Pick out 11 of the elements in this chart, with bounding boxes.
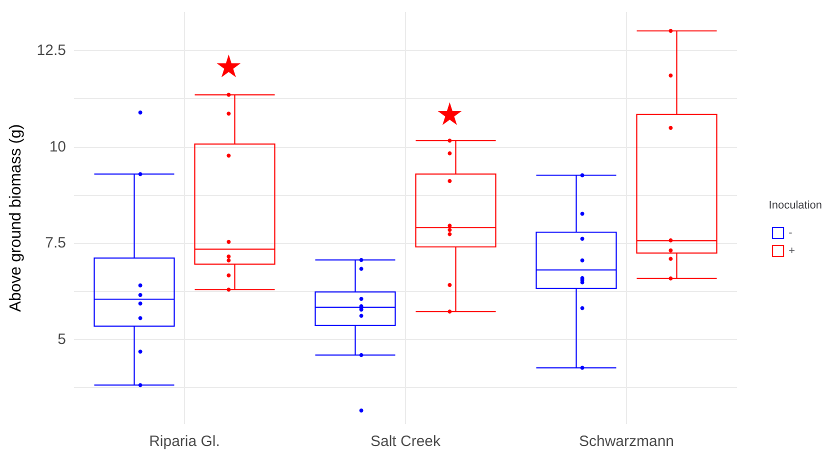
y-tick-label: 5 bbox=[58, 330, 66, 348]
x-tick-label: Riparia Gl. bbox=[149, 433, 220, 450]
legend-label: + bbox=[788, 245, 796, 257]
y-axis-title: Above ground biomass (g) bbox=[8, 124, 24, 312]
legend-label: - bbox=[788, 227, 793, 239]
x-tick-label: Schwarzmann bbox=[578, 433, 674, 450]
y-tick-label: 12.5 bbox=[36, 42, 66, 60]
x-tick-label: Salt Creek bbox=[370, 433, 442, 450]
y-tick-label: 10 bbox=[49, 138, 66, 156]
legend-title: Inoculation bbox=[768, 200, 822, 212]
y-tick-label: 7.5 bbox=[45, 234, 66, 252]
